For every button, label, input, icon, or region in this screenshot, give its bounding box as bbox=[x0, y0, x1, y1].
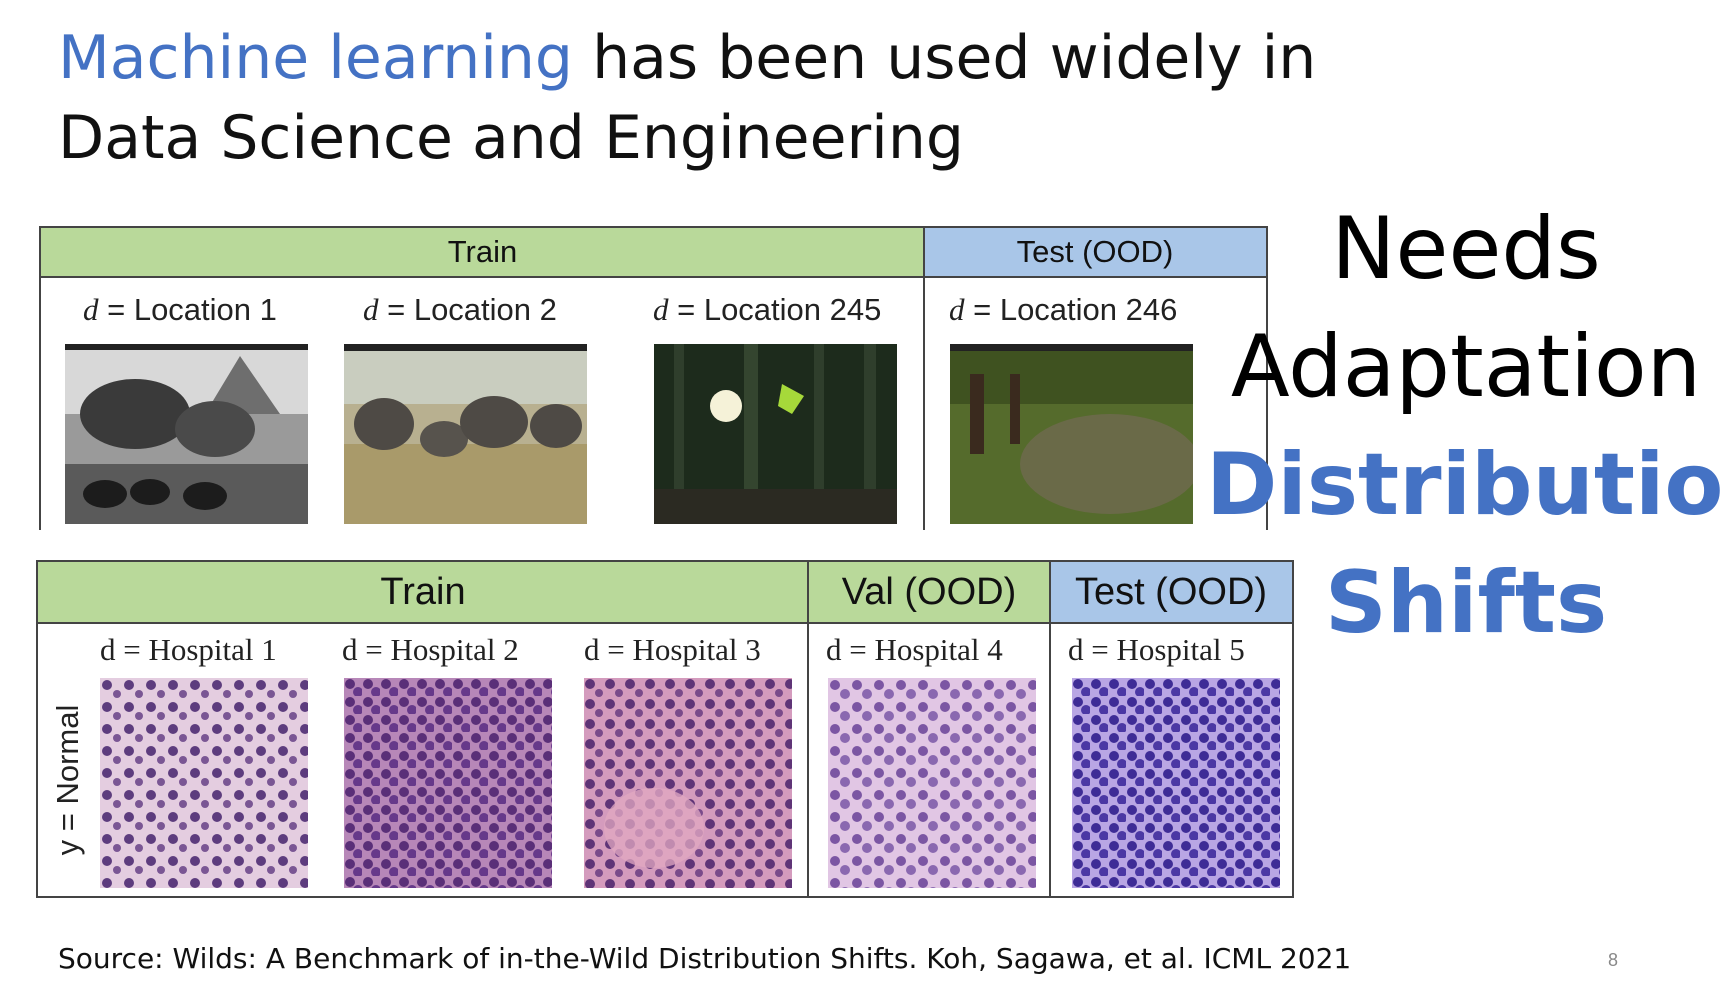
val-ood-header: Val (OOD) bbox=[808, 560, 1050, 624]
camera-trap-table: Train Test (OOD) d = Location 1 d = Loca… bbox=[39, 226, 1268, 530]
train-header-hospital: Train bbox=[38, 560, 808, 624]
shifts-text: Shifts bbox=[1324, 553, 1608, 653]
val-divider bbox=[807, 560, 809, 896]
location-1-photo bbox=[65, 344, 308, 524]
hospital-1-label: d = Hospital 1 bbox=[100, 632, 277, 667]
hospital-3-tissue bbox=[584, 678, 792, 888]
location-2-photo bbox=[344, 344, 587, 524]
adaptation-text: Adaptation bbox=[1230, 317, 1702, 417]
side-callout: Needs Adaptation Distribution Shifts bbox=[1206, 190, 1726, 662]
hospital-3-label: d = Hospital 3 bbox=[584, 632, 761, 667]
hospital-4-tissue bbox=[828, 678, 1036, 888]
page-number: 8 bbox=[1607, 950, 1618, 970]
test-ood-header-hospital: Test (OOD) bbox=[1050, 560, 1292, 624]
hospital-2-tissue bbox=[344, 678, 552, 888]
column-divider bbox=[923, 226, 925, 530]
test-ood-header: Test (OOD) bbox=[924, 226, 1266, 278]
title-rest: has been used widely in bbox=[573, 23, 1317, 93]
hospital-1-tissue bbox=[100, 678, 308, 888]
title-line-2: Data Science and Engineering bbox=[58, 103, 964, 173]
location-246-label: d = Location 246 bbox=[949, 292, 1178, 327]
train-header: Train bbox=[41, 226, 924, 278]
hospital-2-label: d = Hospital 2 bbox=[342, 632, 519, 667]
distribution-text: Distribution bbox=[1206, 435, 1726, 535]
needs-text: Needs bbox=[1331, 199, 1601, 299]
location-1-label: d = Location 1 bbox=[83, 292, 277, 327]
location-2-label: d = Location 2 bbox=[363, 292, 557, 327]
hospital-5-tissue bbox=[1072, 678, 1280, 888]
location-245-label: d = Location 245 bbox=[653, 292, 882, 327]
location-246-photo bbox=[950, 344, 1193, 524]
hospital-table: Train Val (OOD) Test (OOD) y = Normal d … bbox=[36, 560, 1294, 898]
location-245-photo bbox=[654, 344, 897, 524]
slide-title: Machine learning has been used widely in… bbox=[58, 18, 1358, 178]
hospital-5-label: d = Hospital 5 bbox=[1068, 632, 1245, 667]
test-divider bbox=[1049, 560, 1051, 896]
source-citation: Source: Wilds: A Benchmark of in-the-Wil… bbox=[58, 942, 1352, 975]
title-highlight: Machine learning bbox=[58, 23, 574, 93]
hospital-4-label: d = Hospital 4 bbox=[826, 632, 1003, 667]
y-normal-label: y = Normal bbox=[50, 704, 85, 856]
